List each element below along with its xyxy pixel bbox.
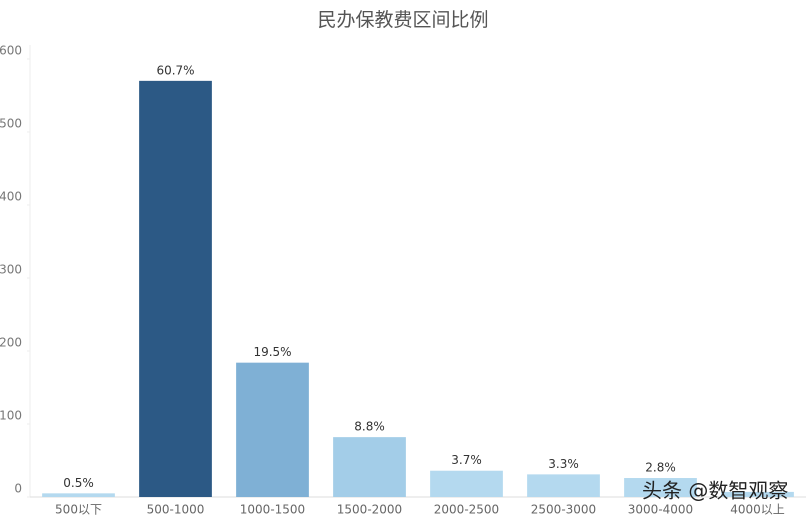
- value-label: 8.8%: [354, 420, 385, 434]
- bar: [527, 474, 600, 497]
- bar: [430, 470, 503, 497]
- bar: [236, 362, 309, 497]
- bar: [139, 80, 212, 497]
- bar: [42, 493, 115, 497]
- y-tick-label: 300: [0, 262, 22, 276]
- value-label: 2.8%: [645, 461, 676, 475]
- value-label: 3.3%: [548, 457, 579, 471]
- y-tick-label: 200: [0, 335, 22, 349]
- y-tick-label: 400: [0, 189, 22, 203]
- value-label: 60.7%: [156, 63, 194, 77]
- x-tick-label: 1000-1500: [240, 503, 305, 517]
- value-label: 19.5%: [253, 345, 291, 359]
- x-tick-label: 4000以上: [730, 503, 785, 517]
- y-tick-label: 0: [14, 482, 22, 496]
- value-label: 3.7%: [451, 453, 482, 467]
- bar: [333, 437, 406, 497]
- chart-title: 民办保教费区间比例: [317, 9, 488, 31]
- x-tick-label: 2500-3000: [531, 503, 596, 517]
- y-tick-label: 100: [0, 408, 22, 422]
- bar: [721, 491, 794, 497]
- value-label: 0.5%: [63, 476, 94, 490]
- x-tick-label: 500-1000: [147, 503, 205, 517]
- x-tick-label: 1500-2000: [337, 503, 402, 517]
- x-tick-label: 2000-2500: [434, 503, 499, 517]
- y-tick-label: 600: [0, 43, 22, 57]
- x-tick-label: 3000-4000: [628, 503, 693, 517]
- y-tick-label: 500: [0, 116, 22, 130]
- bar: [624, 478, 697, 497]
- x-tick-label: 500以下: [55, 503, 102, 517]
- watermark: 头条 @数智观察: [642, 479, 788, 503]
